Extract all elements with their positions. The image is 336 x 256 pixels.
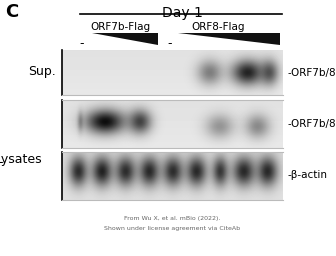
Text: Lysates: Lysates [0, 154, 42, 166]
Text: -ORF7b/8: -ORF7b/8 [287, 119, 336, 129]
Text: -: - [168, 37, 172, 50]
Text: Day 1: Day 1 [162, 6, 202, 20]
Text: -β-actin: -β-actin [287, 170, 327, 180]
Text: Shown under license agreement via CiteAb: Shown under license agreement via CiteAb [104, 226, 240, 231]
Polygon shape [178, 33, 280, 45]
Polygon shape [92, 33, 158, 45]
Text: -ORF7b/8: -ORF7b/8 [287, 68, 336, 78]
Text: ORF8-Flag: ORF8-Flag [191, 22, 245, 32]
Text: C: C [5, 3, 18, 21]
Text: From Wu X, et al. mBio (2022).: From Wu X, et al. mBio (2022). [124, 216, 220, 221]
Text: Sup.: Sup. [28, 66, 56, 79]
Text: -: - [80, 37, 84, 50]
Text: ORF7b-Flag: ORF7b-Flag [90, 22, 150, 32]
